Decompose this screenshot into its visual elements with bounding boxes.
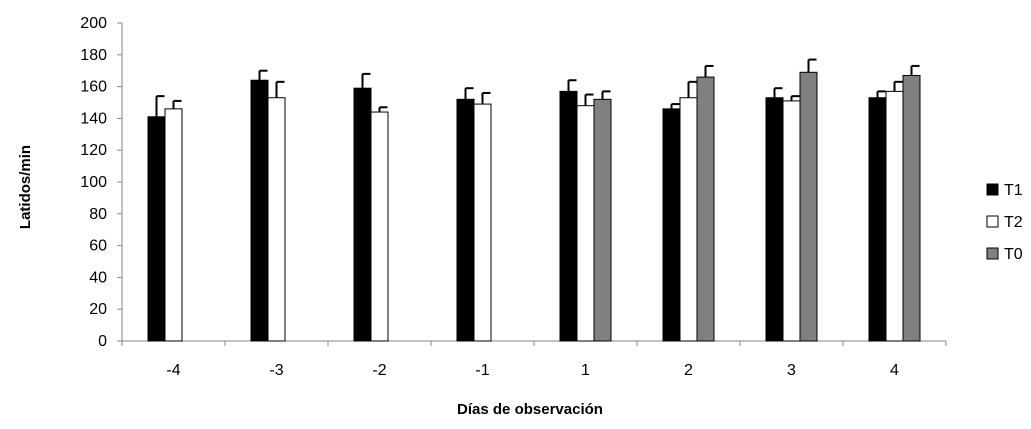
legend-swatch-t1 <box>986 183 999 196</box>
error-bars <box>155 58 920 117</box>
bar-t0 <box>696 76 715 342</box>
legend-label-t0: T0 <box>1004 246 1023 263</box>
y-tick-label: 140 <box>80 110 107 127</box>
y-tick-label: 200 <box>80 15 107 32</box>
bar-t1 <box>147 116 166 342</box>
x-axis-title: Días de observación <box>457 401 603 418</box>
legend: T1 T2 T0 <box>986 182 1023 263</box>
bar-t2 <box>267 97 286 342</box>
bar-t2 <box>679 97 698 342</box>
bar-t2 <box>885 90 904 342</box>
bar-t0 <box>799 71 818 342</box>
legend-swatch-t2 <box>986 215 999 228</box>
y-axis-title: Latidos/min <box>17 145 34 229</box>
bar-t2 <box>370 111 389 342</box>
y-tick-label: 100 <box>80 174 107 191</box>
x-tick-label: -3 <box>269 362 283 379</box>
x-tick-label: -4 <box>166 362 180 379</box>
y-tick-label: 160 <box>80 79 107 96</box>
bar-t0 <box>593 98 612 342</box>
bars <box>147 71 921 342</box>
bar-t1 <box>765 97 784 342</box>
legend-label-t1: T1 <box>1004 182 1023 199</box>
bar-t2 <box>782 100 801 342</box>
bar-t1 <box>250 79 269 342</box>
x-tick-label: 2 <box>684 362 693 379</box>
y-tick-label: 120 <box>80 142 107 159</box>
bar-t2 <box>473 103 492 342</box>
x-tick-label: 4 <box>890 362 899 379</box>
bar-t1 <box>559 90 578 342</box>
y-tick-label: 60 <box>89 238 107 255</box>
legend-swatch-t0 <box>986 247 999 260</box>
y-tick-label: 180 <box>80 47 107 64</box>
bar-t2 <box>164 108 183 342</box>
x-tick-label: 1 <box>581 362 590 379</box>
bar-t1 <box>456 98 475 342</box>
y-tick-label: 0 <box>98 333 107 350</box>
bar-t1 <box>662 108 681 342</box>
bar-t0 <box>902 74 921 342</box>
bar-t1 <box>353 87 372 342</box>
bar-t2 <box>576 105 595 342</box>
legend-label-t2: T2 <box>1004 214 1023 231</box>
x-tick-label: -1 <box>475 362 489 379</box>
y-tick-label: 80 <box>89 206 107 223</box>
tick-labels: 0 20 40 60 80 100 120 140 160 180 200 -4 -3 -2 -1 1 2 3 4 <box>80 15 899 379</box>
y-tick-label: 40 <box>89 269 107 286</box>
axes <box>117 22 947 346</box>
x-tick-label: 3 <box>787 362 796 379</box>
y-tick-label: 20 <box>89 301 107 318</box>
bar-t1 <box>868 97 887 342</box>
x-tick-label: -2 <box>372 362 386 379</box>
